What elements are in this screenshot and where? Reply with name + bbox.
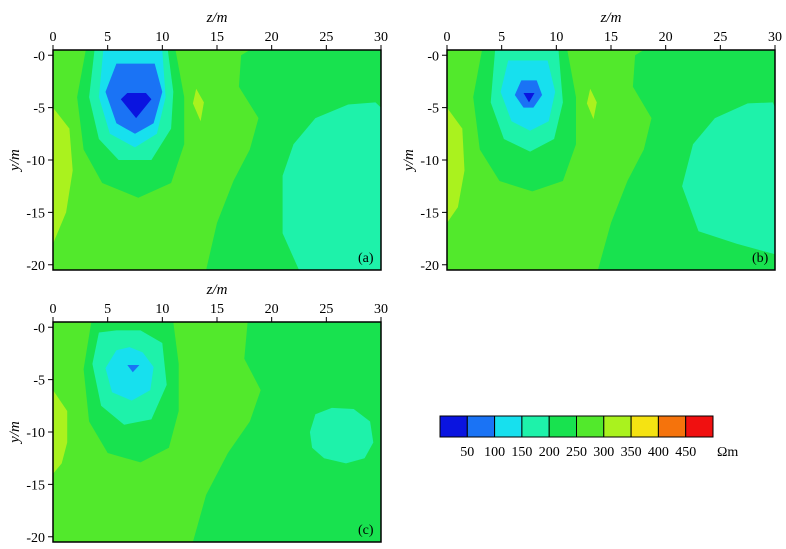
- x-tick-label: 25: [713, 30, 727, 45]
- y-tick-labels: -0 -5 -10 -15 -20: [26, 49, 53, 274]
- y-tick-label: -0: [33, 49, 45, 64]
- x-tick-label: 20: [265, 302, 279, 317]
- panel-c: z/m 0 5 10 15 20 25 30 -0 -5 -10 -15 -20 y/m (c): [7, 282, 388, 546]
- x-tick-label: 15: [210, 30, 224, 45]
- colorbar-swatch: [439, 415, 468, 438]
- x-tick-label: 0: [50, 30, 57, 45]
- x-tick-label: 20: [265, 30, 279, 45]
- y-tick-label: -0: [427, 49, 439, 64]
- y-tick-label: -10: [26, 426, 45, 441]
- colorbar-tick-label: 300: [593, 445, 614, 460]
- colorbar-tick-label: 350: [621, 445, 642, 460]
- contour-region: [53, 390, 68, 474]
- x-tick-label: 15: [604, 30, 618, 45]
- y-tick-labels: -0 -5 -10 -15 -20: [26, 321, 53, 546]
- x-tick-label: 30: [768, 30, 782, 45]
- y-tick-label: -5: [33, 374, 45, 389]
- contour-region: [53, 107, 73, 244]
- panel-a: z/m 0 5 10 15 20 25 30 -0 -5 -10 -15 -20 y/m (a): [7, 10, 388, 274]
- colorbar-swatch: [521, 415, 550, 438]
- y-tick-label: -5: [33, 102, 45, 117]
- y-tick-label: -5: [427, 102, 439, 117]
- y-axis-title: y/m: [7, 421, 23, 445]
- y-tick-label: -15: [26, 206, 45, 221]
- y-tick-labels: -0 -5 -10 -15 -20: [420, 49, 447, 274]
- y-tick-label: -15: [420, 206, 439, 221]
- colorbar-tick-label: 200: [539, 445, 560, 460]
- colorbar-swatch: [494, 415, 523, 438]
- colorbar-swatches: [439, 415, 714, 438]
- heatmap-plot: [446, 49, 776, 271]
- x-tick-label: 30: [374, 302, 388, 317]
- contour-region: [192, 322, 381, 542]
- x-tick-label: 15: [210, 302, 224, 317]
- colorbar-unit: Ωm: [717, 445, 738, 460]
- contour-region: [282, 102, 381, 270]
- colorbar-swatch: [630, 415, 659, 438]
- y-tick-label: -10: [26, 154, 45, 169]
- colorbar-tick-label: 250: [566, 445, 587, 460]
- y-tick-label: -15: [26, 478, 45, 493]
- y-axis-title: y/m: [401, 149, 417, 173]
- colorbar-swatch: [685, 415, 714, 438]
- colorbar-tick-label: 400: [648, 445, 669, 460]
- contour-region: [309, 407, 374, 464]
- colorbar-swatch: [576, 415, 605, 438]
- y-tick-label: -20: [26, 259, 45, 274]
- y-tick-label: -20: [420, 259, 439, 274]
- x-tick-label: 10: [549, 30, 563, 45]
- contour-region: [127, 365, 140, 373]
- panel-label: (a): [358, 251, 374, 266]
- contour-region: [682, 102, 775, 255]
- panel-b: z/m 0 5 10 15 20 25 30 -0 -5 -10 -15 -20 y/m (b): [401, 10, 782, 274]
- colorbar: 50 100 150 200 250 300 350 400 450 Ωm: [439, 415, 738, 460]
- contour-region: [105, 347, 154, 401]
- y-tick-label: -10: [420, 154, 439, 169]
- x-tick-label: 0: [444, 30, 451, 45]
- x-tick-label: 25: [319, 30, 333, 45]
- colorbar-swatch: [603, 415, 632, 438]
- contour-region: [447, 107, 465, 223]
- heatmap-plot: [52, 321, 382, 543]
- x-tick-labels: 0 5 10 15 20 25 30: [50, 30, 388, 50]
- y-axis-title: y/m: [7, 149, 23, 173]
- x-tick-label: 0: [50, 302, 57, 317]
- colorbar-swatch: [657, 415, 687, 438]
- panel-label: (c): [358, 523, 374, 538]
- colorbar-tick-labels: 50 100 150 200 250 300 350 400 450: [460, 445, 696, 460]
- x-tick-label: 20: [659, 30, 673, 45]
- colorbar-swatch: [548, 415, 577, 438]
- x-tick-label: 30: [374, 30, 388, 45]
- x-tick-label: 5: [104, 302, 111, 317]
- contour-region: [586, 88, 597, 120]
- contour-region: [120, 93, 152, 119]
- x-axis-title: z/m: [206, 282, 228, 298]
- x-tick-labels: 0 5 10 15 20 25 30: [444, 30, 782, 50]
- x-tick-labels: 0 5 10 15 20 25 30: [50, 302, 388, 322]
- y-tick-label: -0: [33, 321, 45, 336]
- x-tick-label: 10: [155, 302, 169, 317]
- x-axis-title: z/m: [206, 10, 228, 26]
- panel-label: (b): [752, 251, 769, 266]
- x-tick-label: 25: [319, 302, 333, 317]
- colorbar-tick-label: 450: [675, 445, 696, 460]
- x-tick-label: 5: [498, 30, 505, 45]
- contour-region: [192, 88, 204, 122]
- colorbar-tick-label: 100: [484, 445, 505, 460]
- colorbar-swatch: [466, 415, 496, 438]
- x-tick-label: 10: [155, 30, 169, 45]
- x-tick-label: 5: [104, 30, 111, 45]
- x-axis-title: z/m: [600, 10, 622, 26]
- contour-region: [523, 93, 535, 103]
- colorbar-tick-label: 150: [511, 445, 532, 460]
- heatmap-plot: [52, 49, 382, 271]
- y-tick-label: -20: [26, 531, 45, 546]
- colorbar-tick-label: 50: [460, 445, 474, 460]
